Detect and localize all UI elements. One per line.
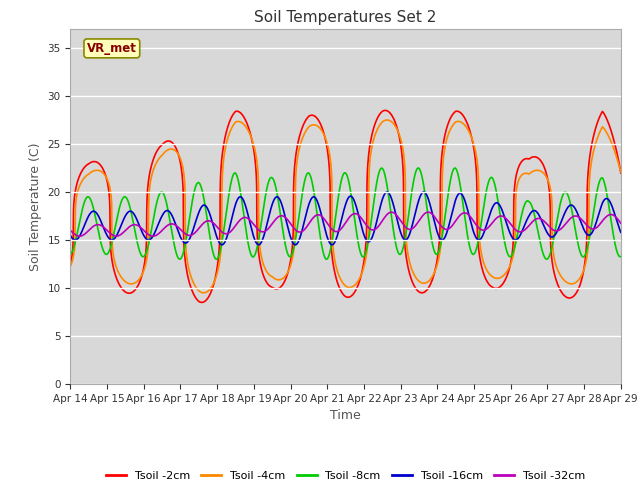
Legend: Tsoil -2cm, Tsoil -4cm, Tsoil -8cm, Tsoil -16cm, Tsoil -32cm: Tsoil -2cm, Tsoil -4cm, Tsoil -8cm, Tsoi…	[102, 466, 589, 480]
Tsoil -8cm	[543, 256, 550, 262]
Line: Tsoil -4cm: Tsoil -4cm	[70, 120, 621, 293]
Line: Tsoil -8cm: Tsoil -8cm	[70, 168, 621, 259]
Line: Tsoil -16cm: Tsoil -16cm	[70, 192, 621, 245]
Tsoil -8cm	[67, 252, 74, 257]
Tsoil -32cm	[617, 220, 625, 226]
Tsoil -8cm	[129, 219, 137, 225]
Tsoil -8cm	[162, 197, 170, 203]
Tsoil -2cm	[301, 118, 309, 123]
Tsoil -2cm	[162, 139, 170, 144]
Tsoil -16cm	[129, 210, 137, 216]
Tsoil -32cm	[547, 226, 555, 231]
Tsoil -32cm	[301, 226, 309, 231]
X-axis label: Time: Time	[330, 409, 361, 422]
Tsoil -4cm	[67, 263, 74, 269]
Tsoil -8cm	[607, 213, 614, 218]
Tsoil -16cm	[301, 214, 309, 220]
Tsoil -2cm	[547, 249, 555, 254]
Tsoil -2cm	[67, 262, 74, 268]
Tsoil -16cm	[67, 233, 74, 239]
Tsoil -16cm	[162, 208, 170, 214]
Tsoil -8cm	[547, 248, 555, 253]
Tsoil -32cm	[76, 233, 83, 239]
Tsoil -16cm	[420, 189, 428, 195]
Tsoil -8cm	[451, 165, 459, 171]
Text: VR_met: VR_met	[87, 42, 137, 55]
Tsoil -32cm	[67, 228, 74, 233]
Tsoil -4cm	[278, 276, 285, 282]
Tsoil -2cm	[278, 283, 285, 289]
Tsoil -16cm	[607, 200, 614, 205]
Tsoil -4cm	[617, 169, 625, 175]
Tsoil -4cm	[607, 137, 614, 143]
Tsoil -2cm	[198, 300, 205, 305]
Tsoil -32cm	[278, 213, 285, 219]
Tsoil -8cm	[278, 218, 285, 224]
Tsoil -16cm	[617, 229, 625, 235]
Tsoil -4cm	[129, 281, 137, 287]
Tsoil -4cm	[301, 129, 309, 134]
Tsoil -8cm	[301, 175, 309, 181]
Tsoil -2cm	[617, 170, 625, 176]
Y-axis label: Soil Temperature (C): Soil Temperature (C)	[29, 142, 42, 271]
Tsoil -4cm	[547, 190, 555, 196]
Tsoil -32cm	[607, 212, 614, 217]
Title: Soil Temperatures Set 2: Soil Temperatures Set 2	[255, 10, 436, 25]
Line: Tsoil -32cm: Tsoil -32cm	[70, 212, 621, 236]
Tsoil -32cm	[424, 209, 432, 215]
Tsoil -32cm	[129, 222, 137, 228]
Tsoil -32cm	[162, 224, 170, 229]
Tsoil -2cm	[129, 289, 137, 295]
Tsoil -4cm	[162, 148, 170, 154]
Tsoil -2cm	[607, 126, 614, 132]
Tsoil -16cm	[547, 234, 555, 240]
Tsoil -16cm	[278, 201, 285, 207]
Tsoil -16cm	[218, 242, 226, 248]
Tsoil -4cm	[383, 117, 391, 123]
Tsoil -8cm	[617, 253, 625, 259]
Tsoil -2cm	[381, 108, 389, 113]
Tsoil -4cm	[200, 290, 207, 296]
Line: Tsoil -2cm: Tsoil -2cm	[70, 110, 621, 302]
